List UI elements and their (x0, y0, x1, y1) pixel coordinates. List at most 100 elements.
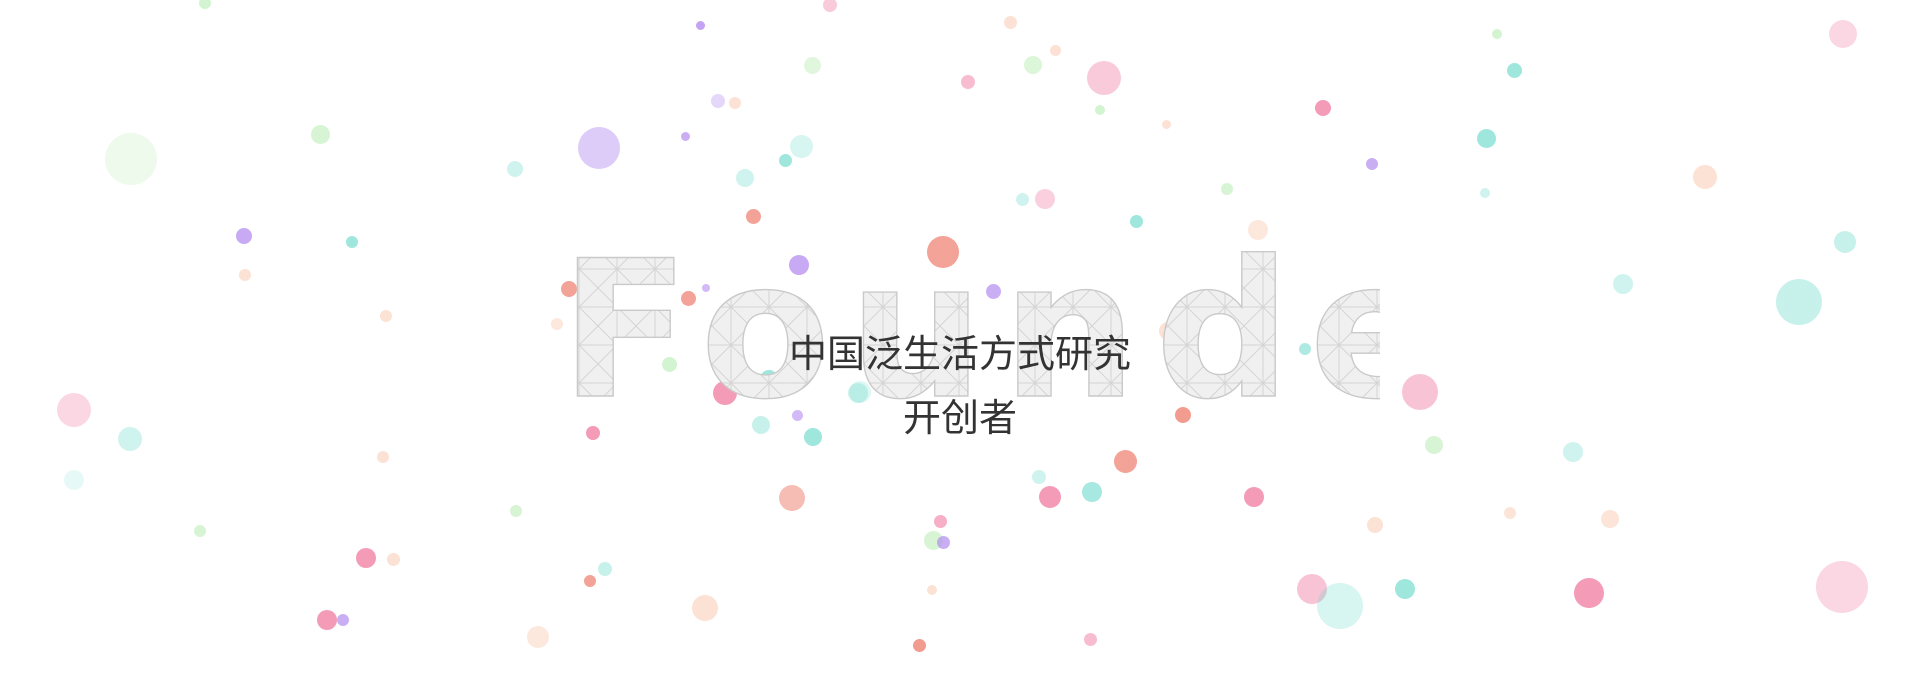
decorative-bubble (64, 470, 84, 490)
decorative-bubble (713, 381, 737, 405)
decorative-bubble (680, 290, 696, 306)
decorative-bubble (1395, 579, 1415, 599)
decorative-bubble (578, 127, 620, 169)
decorative-bubble (1095, 105, 1105, 115)
decorative-bubble (692, 595, 718, 621)
decorative-bubble (803, 56, 821, 74)
decorative-bubble (386, 552, 400, 566)
decorative-bubble (199, 0, 211, 9)
decorative-bubble (1032, 470, 1046, 484)
decorative-bubble (1613, 274, 1633, 294)
decorative-bubble (1024, 56, 1042, 74)
decorative-bubble (1816, 561, 1868, 613)
decorative-bubble (961, 75, 975, 89)
decorative-bubble (1315, 100, 1331, 116)
decorative-bubble (661, 356, 677, 372)
decorative-bubble (985, 283, 1001, 299)
decorative-bubble (1402, 374, 1438, 410)
decorative-bubble (849, 381, 871, 403)
decorative-bubble (1425, 436, 1443, 454)
decorative-bubble (1506, 62, 1522, 78)
decorative-bubble (586, 426, 600, 440)
decorative-bubble (804, 428, 822, 446)
decorative-bubble (1082, 482, 1102, 502)
decorative-bubble (933, 514, 947, 528)
decorative-bubble (337, 614, 349, 626)
decorative-bubble (1015, 192, 1029, 206)
decorative-bubble (778, 153, 792, 167)
decorative-bubble (752, 416, 770, 434)
slogan-line-1: 中国泛生活方式研究 (788, 332, 1131, 376)
decorative-bubble (1003, 15, 1017, 29)
decorative-bubble (1317, 583, 1363, 629)
decorative-bubble (527, 626, 549, 648)
decorative-bubble (1563, 442, 1583, 462)
decorative-bubble (346, 236, 358, 248)
decorative-bubble (745, 208, 761, 224)
decorative-bubble (194, 525, 206, 537)
decorative-bubble (236, 228, 252, 244)
decorative-bubble (1693, 165, 1717, 189)
decorative-bubble (1039, 486, 1061, 508)
decorative-bubble (1574, 578, 1604, 608)
decorative-bubble (1366, 158, 1378, 170)
decorative-bubble (510, 505, 522, 517)
decorative-bubble (936, 535, 950, 549)
decorative-bubble (598, 562, 612, 576)
decorative-bubble (823, 0, 837, 12)
decorative-bubble (118, 427, 142, 451)
decorative-bubble (310, 124, 330, 144)
decorative-bubble (927, 585, 937, 595)
decorative-bubble (377, 451, 389, 463)
decorative-bubble (729, 97, 741, 109)
decorative-bubble (1087, 61, 1121, 95)
decorative-bubble (1035, 189, 1055, 209)
decorative-bubble (779, 485, 805, 511)
decorative-bubble (1161, 119, 1171, 129)
decorative-bubble (584, 575, 596, 587)
decorative-bubble (848, 383, 868, 403)
decorative-bubble (1776, 279, 1822, 325)
decorative-bubble (702, 284, 710, 292)
decorative-bubble (912, 638, 926, 652)
decorative-bubble (57, 393, 91, 427)
decorative-bubble (927, 236, 959, 268)
decorative-bubble (1049, 44, 1061, 56)
decorative-bubble (1829, 20, 1857, 48)
decorative-bubble (1492, 29, 1502, 39)
decorative-bubble (791, 409, 803, 421)
decorative-bubble (1175, 407, 1191, 423)
decorative-bubble (551, 318, 563, 330)
decorative-bubble (1083, 632, 1097, 646)
decorative-bubble (1834, 231, 1856, 253)
decorative-bubble (1367, 517, 1383, 533)
decorative-bubble (1248, 220, 1268, 240)
decorative-bubble (1601, 510, 1619, 528)
decorative-bubble (760, 370, 778, 388)
decorative-bubble (1113, 449, 1137, 473)
decorative-bubble (680, 131, 690, 141)
decorative-bubble (1221, 183, 1233, 195)
decorative-bubble (239, 269, 251, 281)
decorative-bubble (736, 169, 754, 187)
slogan-line-2: 开创者 (902, 396, 1017, 440)
decorative-bubble (695, 20, 705, 30)
decorative-bubble (1504, 507, 1516, 519)
decorative-bubble (789, 134, 813, 158)
decorative-bubble (356, 548, 376, 568)
decorative-bubble (1244, 487, 1264, 507)
decorative-bubble (711, 94, 725, 108)
decorative-bubble (1297, 574, 1327, 604)
decorative-bubble (1299, 343, 1311, 355)
decorative-bubble (105, 133, 157, 185)
decorative-bubble (789, 255, 809, 275)
decorative-bubble (380, 310, 392, 322)
decorative-bubble (317, 610, 337, 630)
decorative-bubble (1476, 128, 1496, 148)
decorative-bubble (1159, 322, 1177, 340)
decorative-bubble (1129, 214, 1143, 228)
decorative-bubble (507, 161, 523, 177)
decorative-bubble (561, 281, 577, 297)
decorative-bubble (1480, 188, 1490, 198)
